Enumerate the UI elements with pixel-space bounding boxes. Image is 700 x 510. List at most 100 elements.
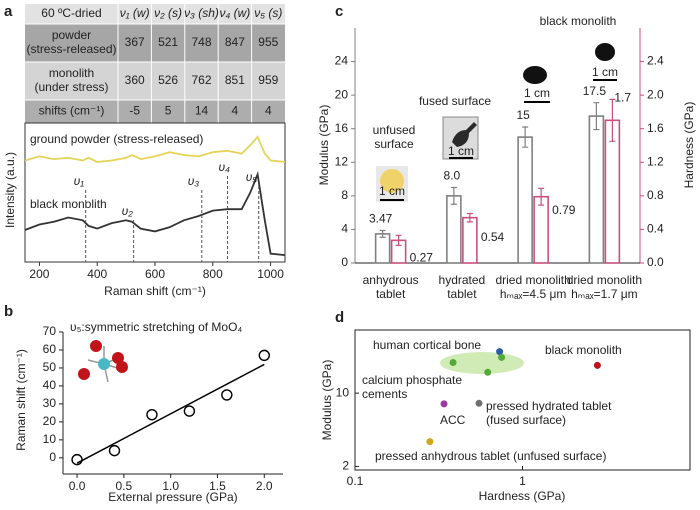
value-label: 1.7 [614,90,631,104]
bar [533,195,549,264]
bar [446,195,462,264]
value-label: 8.0 [444,169,461,183]
error-bar [466,212,473,223]
x-axis-label: External pressure (GPa) [108,490,237,504]
atom [90,340,102,352]
table-row [25,62,285,100]
data-point [221,389,233,401]
x-tick-label: 600 [145,267,165,281]
table-cell: 367 [125,35,145,49]
atom [98,358,110,370]
spectrum-line [24,171,286,256]
table-header: ν₃ (sh) [184,6,219,20]
peak-label: υ₁ [74,174,85,188]
x-tick-label: 200 [29,267,49,281]
fit-line [76,363,265,464]
table-cell: shifts (cm⁻¹) [39,104,105,118]
point-label: human cortical bone [373,338,481,352]
y2-tick-label: 2.4 [647,54,664,68]
peak-label: υ₅ [246,170,258,184]
atom [112,352,124,364]
error-bar [538,187,545,206]
x-tick-label: 1.0 [162,479,179,493]
data-point [498,353,506,361]
data-point [449,358,457,366]
y-tick-label: 24 [335,54,349,68]
data-point [146,408,158,421]
peak-label: υ₄ [219,160,231,174]
data-point [440,400,448,408]
table-cell: 762 [191,73,211,87]
x-tick-label: 2.0 [256,479,273,493]
y2-tick-label: 1.6 [647,121,664,135]
y-tick-label: 50 [43,360,57,374]
y-tick-label: 4 [341,222,348,236]
data-point [183,405,196,417]
table-header: ν₅ (s) [254,6,282,20]
panel-label: d [335,309,344,326]
x-tick-label: 0.1 [347,474,364,488]
y-tick-label: 70 [43,324,57,338]
table-cell: 748 [191,35,211,49]
table-cell: 526 [158,73,178,87]
category-label: dried monolith hₘₐₓ=1.7 μm [567,273,642,301]
table-cell: 955 [258,35,278,49]
scale-bar-label: 1 cm [379,184,405,198]
y-tick-label: 0 [49,450,56,464]
category-label: anhydrous tablet [363,273,419,301]
table-cell: 4 [232,104,239,118]
annotation: black monolith [540,14,617,28]
y-tick-label: 60 [43,342,57,356]
table-row [25,100,285,123]
point-label: black monolith [545,343,622,357]
error-bar [522,126,529,148]
y-tick-label: 16 [335,121,349,135]
category-label: hydrated tablet [439,273,486,301]
error-bar [593,102,600,131]
error-bar [450,186,457,205]
photo-sample [595,43,615,61]
table-cell: powder (stress-released) [26,28,116,56]
annotation: fused surface [419,94,491,108]
value-label: 0.79 [552,203,576,217]
y2-tick-label: 1.2 [647,154,664,168]
annotation: unfused surface [373,123,416,151]
y2-tick-label: 0.8 [647,188,664,202]
y2-axis-label: Hardness (GPa) [682,102,696,189]
y-tick-label: 2 [342,459,349,473]
bar [374,233,391,264]
panel-label: a [4,3,13,20]
y-axis-label: Modulus (GPa) [320,360,334,441]
y2-tick-label: 0.0 [647,255,664,269]
atom [116,361,128,373]
table-header: ν₂ (s) [154,6,182,20]
data-point [484,368,492,376]
data-point [108,444,121,457]
spectrum-line [24,135,286,163]
annotation: υ₅:symmetric stretching of MoO₄ [70,320,242,334]
value-label: 15 [516,108,530,122]
y-tick-label: 0 [341,255,348,269]
data-point [593,361,601,369]
table-cell: -5 [129,104,140,118]
y-tick-label: 10 [336,385,350,399]
scale-bar-label: 1 cm [592,65,618,79]
x-tick-label: 1.5 [209,479,226,493]
error-bar [395,234,402,246]
data-point [426,438,434,446]
atom [78,368,90,380]
data-point [258,349,270,362]
table-cell: 851 [225,73,245,87]
table-cell: 521 [158,35,178,49]
photo-sample [380,169,404,193]
y-tick-label: 10 [43,432,57,446]
y2-tick-label: 2.0 [647,87,664,101]
point-label: ACC [440,413,466,427]
y-tick-label: 40 [43,378,57,392]
y-tick-label: 8 [341,188,348,202]
point-label: pressed hydrated tablet (fused surface) [486,399,612,427]
x-tick-label: 0.5 [116,479,133,493]
y2-tick-label: 0.4 [647,222,664,236]
table-row [25,24,285,62]
